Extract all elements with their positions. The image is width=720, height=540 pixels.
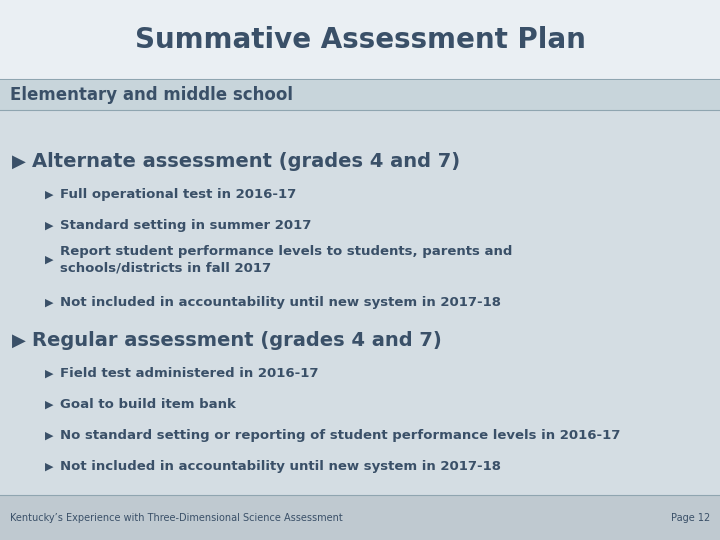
- Text: ▶: ▶: [45, 190, 53, 199]
- Text: Elementary and middle school: Elementary and middle school: [10, 86, 293, 104]
- Text: Not included in accountability until new system in 2017-18: Not included in accountability until new…: [60, 296, 501, 309]
- Text: Full operational test in 2016-17: Full operational test in 2016-17: [60, 188, 296, 201]
- Text: ▶: ▶: [45, 369, 53, 379]
- Text: ▶: ▶: [45, 298, 53, 307]
- Text: Alternate assessment (grades 4 and 7): Alternate assessment (grades 4 and 7): [32, 152, 460, 171]
- Text: ▶: ▶: [45, 461, 53, 471]
- Bar: [0, 80, 720, 110]
- Text: Kentucky’s Experience with Three-Dimensional Science Assessment: Kentucky’s Experience with Three-Dimensi…: [10, 512, 343, 523]
- Text: No standard setting or reporting of student performance levels in 2016-17: No standard setting or reporting of stud…: [60, 429, 621, 442]
- Text: Summative Assessment Plan: Summative Assessment Plan: [135, 26, 585, 54]
- Text: ▶: ▶: [45, 400, 53, 409]
- Text: ▶: ▶: [45, 220, 53, 230]
- Bar: [0, 80, 720, 495]
- Text: ▶: ▶: [45, 255, 53, 265]
- Bar: [0, 495, 720, 540]
- Text: Field test administered in 2016-17: Field test administered in 2016-17: [60, 367, 318, 380]
- Text: Regular assessment (grades 4 and 7): Regular assessment (grades 4 and 7): [32, 332, 442, 350]
- Text: Page 12: Page 12: [671, 512, 710, 523]
- Bar: [0, 0, 720, 80]
- Text: ▶: ▶: [45, 430, 53, 441]
- Text: ▶: ▶: [12, 332, 26, 350]
- Text: Report student performance levels to students, parents and
schools/districts in : Report student performance levels to stu…: [60, 245, 513, 275]
- Text: Standard setting in summer 2017: Standard setting in summer 2017: [60, 219, 311, 232]
- Text: ▶: ▶: [12, 153, 26, 171]
- Text: Goal to build item bank: Goal to build item bank: [60, 398, 236, 411]
- Text: Not included in accountability until new system in 2017-18: Not included in accountability until new…: [60, 460, 501, 472]
